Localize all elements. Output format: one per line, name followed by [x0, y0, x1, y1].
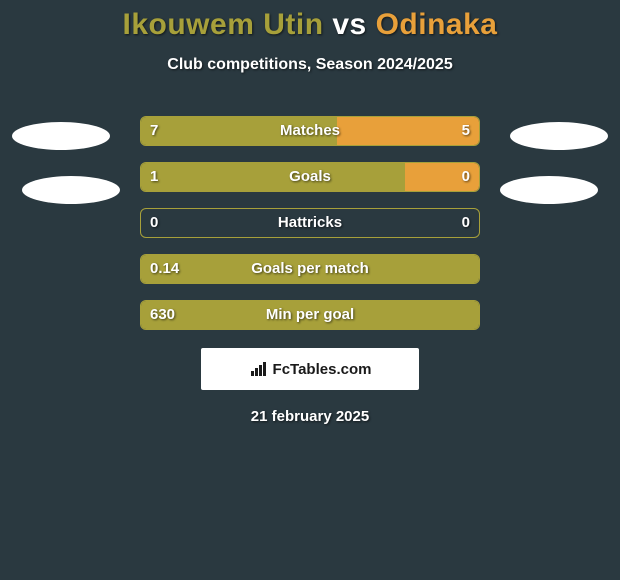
- title-vs: vs: [332, 8, 366, 41]
- date-text: 21 february 2025: [0, 408, 620, 425]
- stat-label: Min per goal: [140, 300, 480, 330]
- stat-row: 10Goals: [0, 162, 620, 192]
- bar-chart-icon: [249, 361, 269, 377]
- brand-badge[interactable]: FcTables.com: [201, 348, 419, 390]
- stat-row: 00Hattricks: [0, 208, 620, 238]
- stats-list: 75Matches 10Goals 00Hattricks 0.14Goals per…: [0, 116, 620, 330]
- stat-label: Goals per match: [140, 254, 480, 284]
- stat-row: 75Matches: [0, 116, 620, 146]
- subtitle: Club competitions, Season 2024/2025: [0, 56, 620, 74]
- title-player2: Odinaka: [376, 8, 498, 41]
- brand-text: FcTables.com: [273, 361, 372, 378]
- stat-row: 630Min per goal: [0, 300, 620, 330]
- stat-label: Hattricks: [140, 208, 480, 238]
- stat-row: 0.14Goals per match: [0, 254, 620, 284]
- page-title: Ikouwem Utin vs Odinaka: [0, 8, 620, 42]
- comparison-card: Ikouwem Utin vs Odinaka Club competition…: [0, 0, 620, 425]
- stat-label: Matches: [140, 116, 480, 146]
- title-player1: Ikouwem Utin: [123, 8, 324, 41]
- stat-label: Goals: [140, 162, 480, 192]
